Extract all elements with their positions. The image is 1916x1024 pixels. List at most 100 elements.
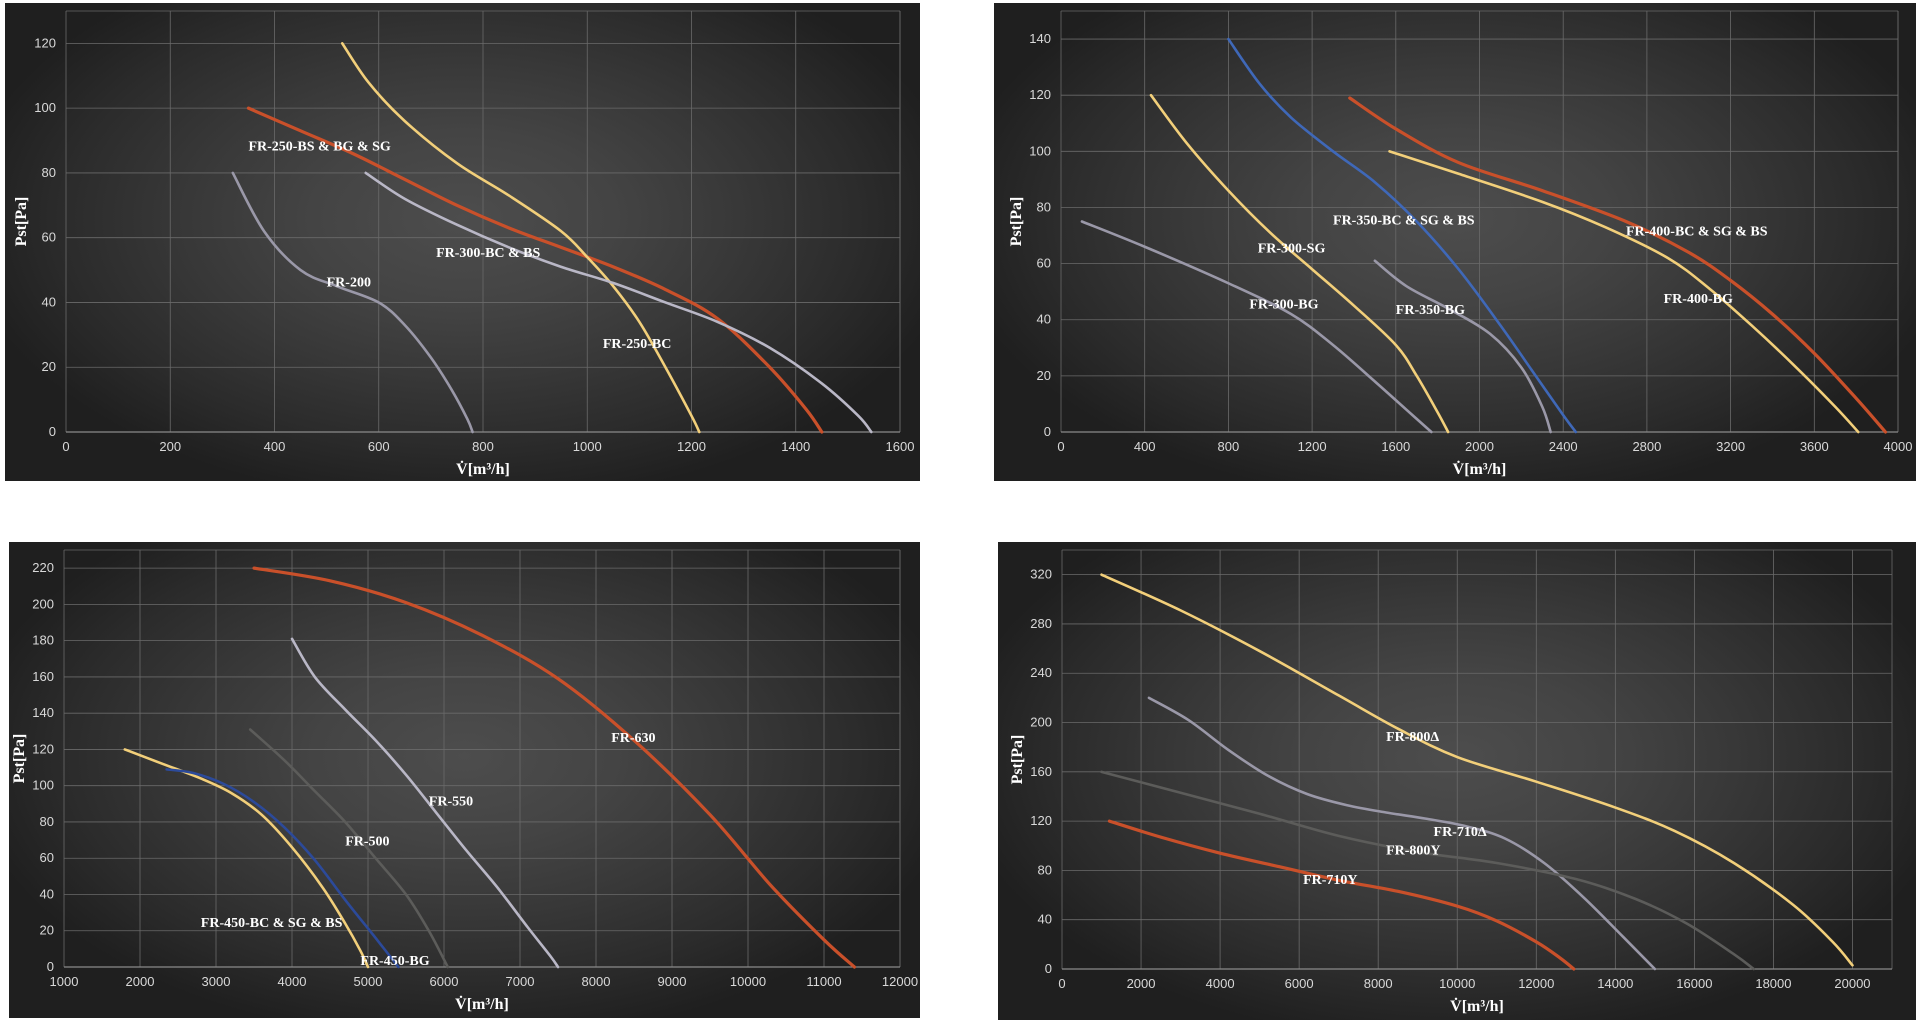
x-tick-label: 2000 [1127,976,1156,991]
x-axis-title: V̇[m³/h] [455,994,509,1013]
series-label: FR-710Y [1303,873,1357,888]
x-tick-label: 8000 [582,974,611,989]
x-tick-label: 3200 [1716,439,1745,454]
series-line-fr-400-bg [1388,150,1860,434]
x-tick-label: 12000 [882,974,918,989]
series-label: FR-300-SG [1258,241,1326,256]
x-tick-label: 8000 [1364,976,1393,991]
series-label: FR-500 [345,835,389,850]
series-line-fr-250-bs-bg-sg [246,106,824,434]
x-tick-label: 400 [1134,439,1156,454]
y-tick-label: 80 [40,814,54,829]
y-tick-label: 100 [32,778,54,793]
series-label: FR-300-BG [1249,298,1318,313]
series-label: FR-250-BS & BG & SG [248,139,390,154]
y-tick-label: 0 [1045,961,1052,976]
x-tick-label: 1600 [886,439,915,454]
y-tick-label: 0 [47,959,54,974]
x-tick-label: 4000 [278,974,307,989]
chart-svg: 0 200 400 600 800 1000 1200 1400 1600 0 20 40 60 80 10… [13,10,915,478]
y-tick-label: 60 [42,230,56,245]
x-tick-label: 11000 [806,974,841,989]
series-line-fr-200 [231,171,474,434]
x-tick-label: 5000 [354,974,383,989]
series-label: FR-800Δ [1386,730,1439,745]
y-tick-label: 140 [32,705,54,720]
x-tick-label: 1200 [1298,439,1327,454]
x-tick-label: 2800 [1632,439,1661,454]
x-tick-label: 4000 [1884,439,1913,454]
y-tick-label: 320 [1030,567,1052,582]
series-line-fr-300-bc-bs [364,171,873,434]
y-tick-label: 120 [1030,813,1052,828]
y-tick-label: 200 [32,596,54,611]
x-tick-label: 6000 [430,974,459,989]
y-tick-label: 40 [1037,312,1051,327]
chart-svg: 1000 2000 3000 4000 5000 6000 7000 8000 9000 1000… [11,549,918,1013]
y-tick-label: 40 [40,886,54,901]
x-tick-label: 1400 [781,439,810,454]
y-tick-label: 60 [40,850,54,865]
y-axis-title: Pst[Pa] [13,197,30,247]
x-tick-label: 4000 [1206,976,1235,991]
x-tick-label: 800 [1218,439,1240,454]
series-label: FR-800Y [1386,843,1440,858]
x-tick-label: 800 [472,439,494,454]
y-tick-label: 220 [32,560,54,575]
series-label: FR-550 [429,795,473,810]
series-label: FR-250-BC [603,337,671,352]
series-line-fr-630 [252,566,856,969]
y-tick-label: 120 [1029,87,1051,102]
y-tick-label: 100 [34,100,56,115]
series-line-fr-350-bg [1373,259,1552,434]
x-axis-title: V̇[m³/h] [1450,996,1504,1015]
x-tick-label: 0 [62,439,69,454]
series-line-fr-400-bc-sg-bs [1348,96,1888,434]
series-line-fr-800- [1100,573,1854,967]
series-label: FR-400-BC & SG & BS [1626,225,1768,240]
x-tick-label: 20000 [1834,976,1870,991]
series-label: FR-350-BC & SG & BS [1333,213,1475,228]
y-tick-label: 120 [34,35,56,50]
x-tick-label: 0 [1058,976,1065,991]
series-label: FR-350-BG [1396,303,1465,318]
y-tick-label: 40 [42,294,56,309]
chart-fr-710-800: 0 2000 4000 6000 8000 10000 12000 14000 16000 180… [998,542,1916,1020]
series-label: FR-300-BC & BS [436,246,540,261]
x-tick-label: 6000 [1285,976,1314,991]
y-axis-title: Pst[Pa] [1008,197,1025,247]
x-tick-label: 200 [159,439,181,454]
x-tick-label: 400 [264,439,286,454]
series-label: FR-400-BG [1664,292,1733,307]
series-line-fr-710- [1147,696,1657,971]
series-label: FR-710Δ [1434,825,1487,840]
chart-svg: 0 2000 4000 6000 8000 10000 12000 14000 16000 180… [1009,549,1893,1015]
y-tick-label: 120 [32,741,54,756]
y-tick-label: 0 [49,424,56,439]
x-tick-label: 18000 [1755,976,1791,991]
y-tick-label: 20 [1037,368,1051,383]
y-tick-label: 180 [32,633,54,648]
series-label: FR-450-BG [360,954,429,969]
chart-fr-200-300: 0 200 400 600 800 1000 1200 1400 1600 0 20 40 60 80 10… [5,3,920,481]
y-tick-label: 80 [1037,199,1051,214]
x-tick-label: 14000 [1597,976,1633,991]
series-label: FR-450-BC & SG & BS [201,916,343,931]
series-line-fr-800y [1100,770,1755,971]
chart-fr-450-630: 1000 2000 3000 4000 5000 6000 7000 8000 9000 1000… [9,542,920,1018]
x-tick-label: 9000 [658,974,687,989]
series-line-fr-350-bc-sg-bs [1227,37,1578,434]
x-tick-label: 3000 [202,974,231,989]
x-tick-label: 2400 [1549,439,1578,454]
x-tick-label: 16000 [1676,976,1712,991]
x-axis-title: V̇[m³/h] [456,459,510,478]
series-line-fr-300-sg [1149,93,1450,434]
x-tick-label: 1000 [50,974,79,989]
series-label: FR-200 [327,275,371,290]
series-line-fr-500 [248,728,450,969]
y-tick-label: 20 [40,923,54,938]
series-line-fr-450-bg [165,768,400,969]
y-tick-label: 40 [1038,912,1052,927]
y-tick-label: 100 [1029,143,1051,158]
x-tick-label: 2000 [126,974,155,989]
